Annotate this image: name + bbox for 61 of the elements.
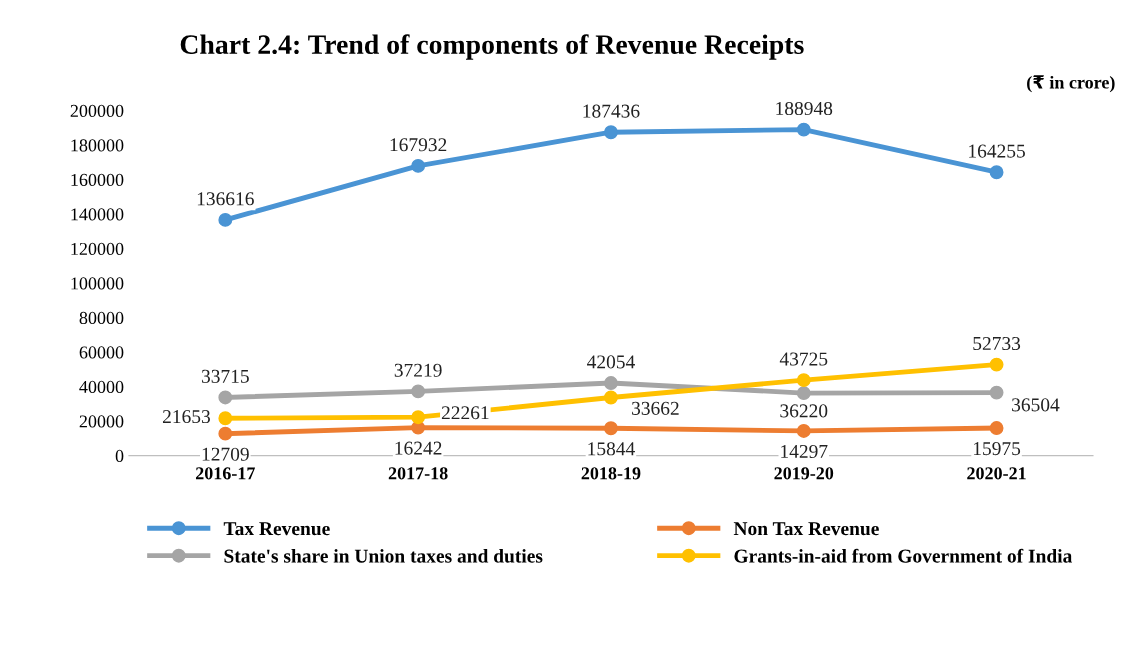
- point: [603, 421, 618, 436]
- x-tick-label: 2016-17: [195, 467, 255, 480]
- chart-title: Chart 2.4: Trend of components of Revenue Receipts: [180, 34, 804, 60]
- y-tick-label: 180000: [71, 139, 124, 152]
- data-label: 187436: [583, 104, 640, 118]
- y-tick-label: 80000: [79, 311, 124, 325]
- point: [603, 125, 618, 140]
- data-label: 21653: [162, 410, 210, 424]
- point: [411, 384, 426, 399]
- point: [796, 423, 811, 438]
- data-label: 14297: [781, 444, 828, 459]
- data-label: 52733: [973, 336, 1021, 351]
- data-label: 15975: [973, 442, 1021, 456]
- legend-label: Tax Revenue: [223, 522, 330, 536]
- point: [989, 165, 1004, 180]
- point: [603, 390, 618, 405]
- data-label: 37219: [394, 363, 442, 377]
- data-label: 33662: [632, 401, 679, 415]
- y-tick-label: 40000: [79, 380, 124, 394]
- y-tick-label: 120000: [71, 242, 124, 256]
- x-tick-label: 2019-20: [774, 467, 834, 480]
- point: [796, 373, 811, 388]
- point: [218, 390, 233, 405]
- data-label: 12709: [202, 447, 249, 461]
- point: [603, 376, 618, 390]
- legend-label: Non Tax Revenue: [733, 522, 879, 536]
- point: [989, 421, 1004, 435]
- point: [411, 158, 426, 173]
- legend-label: State's share in Union taxes and duties: [224, 549, 543, 563]
- y-tick-label: 20000: [79, 415, 124, 428]
- point: [218, 212, 233, 227]
- y-tick-label: 60000: [79, 346, 124, 359]
- y-tick-label: 200000: [70, 104, 124, 117]
- point: [218, 426, 233, 441]
- point: [796, 386, 811, 401]
- data-label: 36220: [780, 404, 828, 418]
- point: [989, 385, 1004, 400]
- data-label: 136616: [197, 192, 254, 206]
- data-label: 16242: [395, 441, 442, 455]
- y-tick-label: 160000: [71, 173, 124, 186]
- data-label: 42054: [587, 355, 635, 369]
- data-label: 15844: [588, 442, 635, 456]
- data-label: 43725: [779, 352, 828, 366]
- legend-label: Grants-in-aid from Government of India: [734, 548, 1073, 563]
- data-label: 188948: [776, 101, 833, 116]
- point: [989, 357, 1004, 372]
- point: [796, 122, 811, 137]
- text: (₹ in crore): [1027, 75, 1115, 93]
- x-tick-label: 2017-18: [388, 467, 448, 480]
- data-label: 36504: [1012, 398, 1060, 412]
- data-label: 164255: [969, 144, 1025, 158]
- x-tick-label: 2020-21: [967, 467, 1026, 480]
- x-tick-label: 2018-19: [581, 467, 641, 480]
- y-tick-label: 140000: [71, 208, 124, 221]
- data-label: 22261: [441, 406, 489, 420]
- data-label: 33715: [201, 369, 249, 383]
- point: [218, 411, 233, 426]
- data-label: 167932: [390, 138, 447, 152]
- y-tick-label: 100000: [71, 277, 124, 290]
- point: [411, 410, 426, 425]
- y-tick-label: 0: [115, 449, 124, 463]
